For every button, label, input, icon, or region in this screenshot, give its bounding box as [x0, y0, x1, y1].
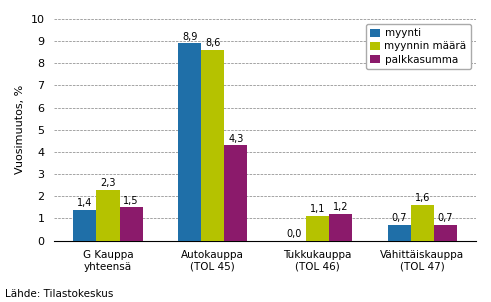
Text: 1,5: 1,5: [123, 196, 139, 206]
Text: 8,6: 8,6: [205, 38, 220, 48]
Text: 0,7: 0,7: [437, 213, 453, 223]
Text: Lähde: Tilastokeskus: Lähde: Tilastokeskus: [5, 289, 113, 299]
Text: 1,4: 1,4: [77, 198, 93, 208]
Bar: [74, 210, 97, 241]
Bar: [224, 145, 247, 241]
Bar: [306, 216, 329, 241]
Y-axis label: Vuosimuutos, %: Vuosimuutos, %: [15, 85, 25, 175]
Bar: [97, 190, 119, 241]
Bar: [119, 207, 142, 241]
Legend: myynti, myynnin määrä, palkkasumma: myynti, myynnin määrä, palkkasumma: [366, 24, 471, 69]
Bar: [201, 50, 224, 241]
Bar: [329, 214, 352, 241]
Text: 2,3: 2,3: [100, 178, 116, 188]
Bar: [178, 43, 201, 241]
Text: 0,0: 0,0: [287, 229, 302, 239]
Text: 8,9: 8,9: [182, 32, 197, 42]
Bar: [411, 205, 434, 241]
Text: 1,1: 1,1: [310, 204, 325, 214]
Text: 1,6: 1,6: [414, 193, 430, 203]
Text: 0,7: 0,7: [391, 213, 407, 223]
Text: 4,3: 4,3: [228, 133, 244, 143]
Bar: [388, 225, 411, 241]
Bar: [434, 225, 457, 241]
Text: 1,2: 1,2: [333, 202, 348, 212]
